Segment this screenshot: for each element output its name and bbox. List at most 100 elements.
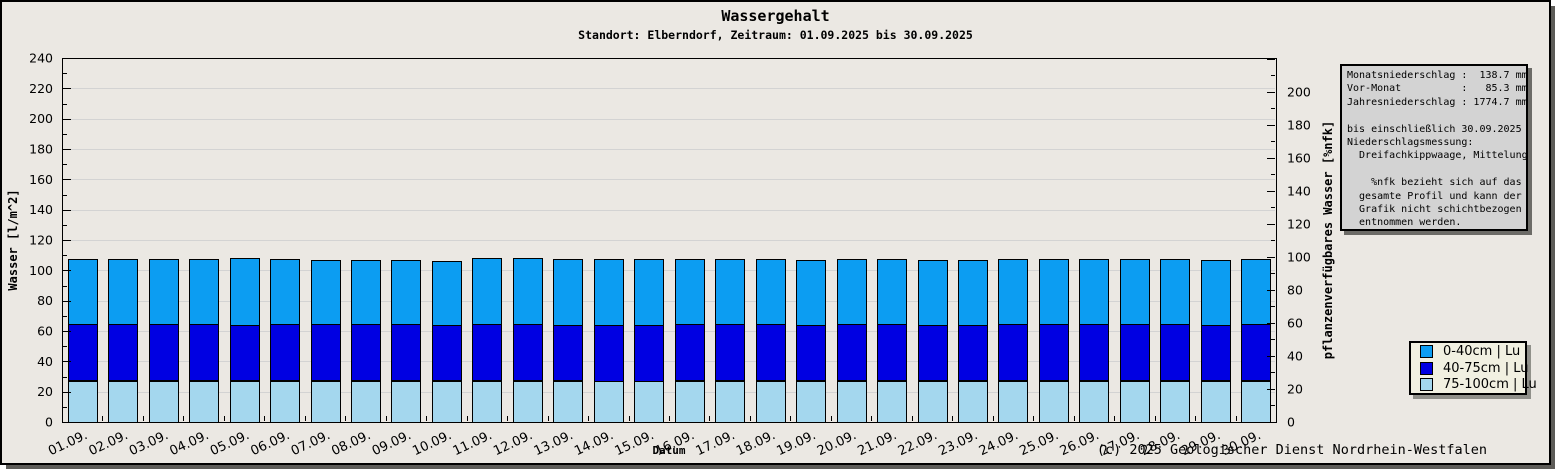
y-axis-tick-label-right: 180 xyxy=(1287,117,1311,132)
bar-segment xyxy=(877,324,907,381)
y-axis-tick-label-left: 40 xyxy=(37,354,53,369)
bar-segment xyxy=(918,381,948,423)
y-axis-tick-label-right: 160 xyxy=(1287,150,1311,165)
bar-segment xyxy=(553,381,583,423)
bar-segment xyxy=(796,324,826,381)
bar-segment xyxy=(918,260,948,326)
y-axis-tick-label-left: 180 xyxy=(29,142,53,157)
precipitation-info-text: Monatsniederschlag : 138.7 mm Vor-Monat … xyxy=(1347,70,1528,229)
y-axis-title-right: pflanzenverfügbares Wasser [%nfk] xyxy=(1321,121,1335,359)
legend-item: 75-100cm | Lu xyxy=(1411,376,1537,393)
copyright-text: (c) 2025 Geologischer Dienst Nordrhein-W… xyxy=(1096,442,1487,458)
bar-segment xyxy=(1079,381,1109,423)
bar-segment xyxy=(351,381,381,423)
bar-segment xyxy=(1201,324,1231,381)
bar-segment xyxy=(391,324,421,381)
y-axis-tick-label-right: 60 xyxy=(1287,315,1303,330)
bar-segment xyxy=(594,259,624,326)
chart-subtitle: Standort: Elberndorf, Zeitraum: 01.09.20… xyxy=(578,28,973,42)
bar-segment xyxy=(958,381,988,423)
bar-segment xyxy=(877,381,907,423)
bar-segment xyxy=(877,259,907,325)
bar-segment xyxy=(1079,259,1109,325)
bar-segment xyxy=(634,381,664,423)
y-axis-tick-label-right: 200 xyxy=(1287,84,1311,99)
bar-segment xyxy=(1241,381,1271,423)
plot-border xyxy=(62,58,1277,423)
bar-segment xyxy=(1201,260,1231,326)
bar-segment xyxy=(715,324,745,381)
bar-segment xyxy=(513,381,543,423)
bar-segment xyxy=(391,381,421,423)
y-axis-tick-label-right: 20 xyxy=(1287,381,1303,396)
bar-segment xyxy=(958,260,988,326)
legend-item: 40-75cm | Lu xyxy=(1411,360,1529,377)
bar-segment xyxy=(351,260,381,325)
bar-segment xyxy=(675,259,705,325)
bar-segment xyxy=(68,381,98,423)
bar-segment xyxy=(756,381,786,423)
bar-segment xyxy=(472,381,502,423)
bar-segment xyxy=(351,324,381,381)
y-axis-tick-label-left: 220 xyxy=(29,81,53,96)
legend-item-label: 75-100cm | Lu xyxy=(1443,377,1537,393)
bar-segment xyxy=(1241,259,1271,325)
y-axis-tick-label-left: 160 xyxy=(29,172,53,187)
y-axis-tick-label-left: 100 xyxy=(29,263,53,278)
y-axis-tick-label-left: 140 xyxy=(29,202,53,217)
bar-segment xyxy=(918,324,948,381)
bar-segment xyxy=(189,259,219,325)
y-axis-tick-label-left: 120 xyxy=(29,233,53,248)
bar-segment xyxy=(756,324,786,381)
bar-segment xyxy=(1120,324,1150,381)
bar-segment xyxy=(149,324,179,381)
bar-segment xyxy=(998,324,1028,381)
bar-segment xyxy=(108,259,138,325)
y-axis-tick-label-right: 140 xyxy=(1287,183,1311,198)
bar-segment xyxy=(634,259,664,326)
bar-segment xyxy=(432,324,462,381)
legend-swatch-icon xyxy=(1420,378,1433,392)
bar-segment xyxy=(432,381,462,423)
bar-segment xyxy=(311,260,341,325)
bar-segment xyxy=(230,258,260,326)
bar-segment xyxy=(513,258,543,325)
bar-segment xyxy=(837,324,867,381)
bar-segment xyxy=(1039,324,1069,381)
bar-segment xyxy=(270,324,300,381)
chart-title: Wassergehalt xyxy=(721,7,830,25)
bar-segment xyxy=(553,259,583,326)
bar-segment xyxy=(756,259,786,325)
legend-item-label: 0-40cm | Lu xyxy=(1443,343,1521,359)
bar-segment xyxy=(715,381,745,423)
y-axis-tick-label-right: 100 xyxy=(1287,249,1311,264)
legend-item-label: 40-75cm | Lu xyxy=(1443,360,1529,376)
legend-swatch-icon xyxy=(1420,361,1433,375)
bar-segment xyxy=(998,381,1028,423)
bar-segment xyxy=(594,325,624,382)
bar-segment xyxy=(189,324,219,381)
bar-segment xyxy=(230,324,260,381)
y-axis-tick-label-right: 40 xyxy=(1287,348,1303,363)
bar-segment xyxy=(1160,324,1190,381)
bar-segment xyxy=(998,259,1028,325)
bar-segment xyxy=(594,381,624,423)
precipitation-info-box: Monatsniederschlag : 138.7 mm Vor-Monat … xyxy=(1340,64,1528,231)
bar-segment xyxy=(391,260,421,325)
bar-segment xyxy=(715,259,745,325)
bar-segment xyxy=(1039,381,1069,423)
bar-segment xyxy=(311,324,341,381)
bar-segment xyxy=(675,324,705,381)
y-axis-tick-label-left: 20 xyxy=(37,384,53,399)
bar-segment xyxy=(1120,381,1150,423)
bar-segment xyxy=(796,381,826,423)
legend-swatch-icon xyxy=(1420,344,1433,358)
bar-segment xyxy=(1039,259,1069,325)
bar-segment xyxy=(1079,324,1109,381)
bar-segment xyxy=(1160,381,1190,423)
bar-segment xyxy=(1120,259,1150,325)
legend-item: 0-40cm | Lu xyxy=(1411,343,1525,360)
bar-segment xyxy=(149,381,179,423)
